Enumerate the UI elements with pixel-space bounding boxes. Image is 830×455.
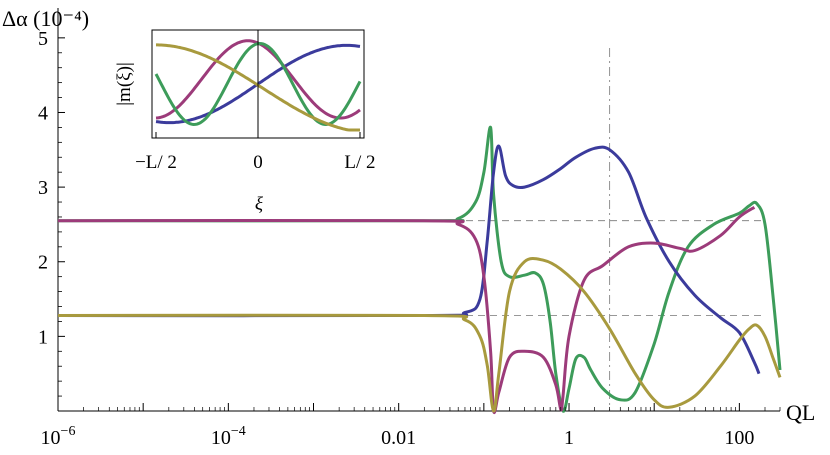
- main-ticks: 1 2 3 4 5 10−6 10−4 0.01 1 100: [38, 28, 781, 449]
- main-axes: [57, 8, 780, 412]
- y-tick-label: 2: [38, 252, 48, 274]
- main-series: [57, 125, 782, 415]
- y-axis-label: Δα (10⁻⁴): [2, 6, 89, 31]
- x-tick-label: 1: [564, 427, 574, 449]
- series-line-0: [57, 125, 782, 413]
- inset-x-tick-label: −L/ 2: [135, 152, 177, 173]
- inset-x-tick-label: 0: [253, 152, 263, 173]
- y-tick-label: 4: [38, 102, 48, 124]
- y-tick-label: 5: [38, 28, 48, 50]
- x-tick-label: 10−6: [41, 424, 76, 449]
- series-line-2: [57, 206, 756, 415]
- x-axis-label: QL: [786, 400, 815, 425]
- x-tick-label: 10−4: [211, 424, 246, 449]
- series-line-1: [57, 144, 761, 375]
- x-tick-label: 100: [724, 427, 754, 449]
- y-tick-label: 3: [38, 177, 48, 199]
- y-tick-label: 1: [38, 326, 48, 348]
- inset-y-label: |m(ξ)|: [114, 62, 135, 106]
- x-tick-label: 0.01: [381, 427, 416, 449]
- series-line-3: [57, 257, 782, 413]
- inset-x-tick-label: L/ 2: [344, 152, 375, 173]
- inset-chart: −L/ 2 0 L/ 2 |m(ξ)| ξ: [114, 29, 376, 215]
- inset-ticks: −L/ 2 0 L/ 2: [135, 30, 376, 173]
- inset-x-label: ξ: [255, 194, 264, 215]
